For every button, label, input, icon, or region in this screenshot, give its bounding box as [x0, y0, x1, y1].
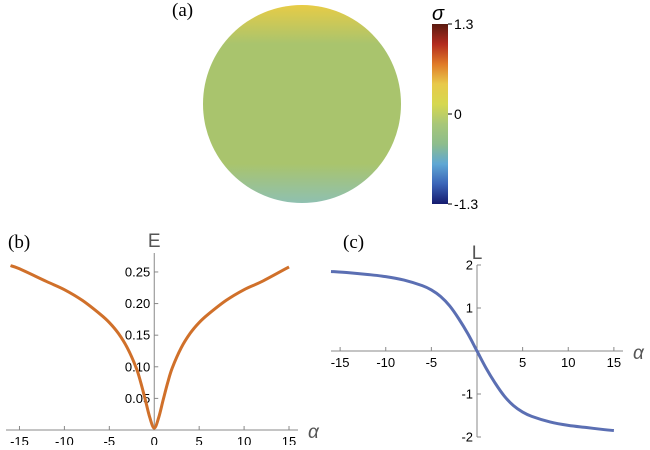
x-tick-label: -15: [331, 355, 350, 370]
x-tick-label: -5: [104, 434, 116, 445]
x-tick-label: 0: [151, 434, 158, 445]
x-tick-label: -10: [55, 434, 74, 445]
y-tick-label: -2: [461, 430, 473, 445]
x-axis-label: α: [633, 343, 645, 364]
colorbar-tick-label: 1.3: [454, 16, 474, 32]
panel-label-c: (c): [343, 232, 365, 253]
colorbar-title: σ: [432, 3, 445, 25]
y-tick-label: 0.25: [125, 264, 150, 279]
y-tick-label: 0.10: [125, 359, 150, 374]
y-axis-label: E: [148, 231, 161, 252]
y-tick-label: -1: [461, 387, 473, 402]
y-tick-label: 0.20: [125, 296, 150, 311]
series-line: [330, 269, 615, 433]
x-axis-label: α: [308, 422, 320, 443]
x-tick-label: 10: [237, 434, 251, 445]
x-tick-label: -10: [376, 355, 395, 370]
colorbar-gradient: [432, 24, 448, 204]
x-tick-label: 10: [561, 355, 575, 370]
x-tick-label: 5: [519, 355, 526, 370]
sphere-figure: [202, 4, 402, 204]
y-tick-label: 1: [466, 301, 473, 316]
colorbar-tick-label: -1.3: [454, 196, 478, 212]
panel-label-a: (a): [172, 0, 194, 21]
sphere-north-pole: [244, 5, 360, 52]
y-tick-label: 2: [466, 258, 473, 273]
x-tick-label: -15: [10, 434, 29, 445]
sphere-south-pole: [242, 178, 362, 203]
y-tick-label: 0.15: [125, 328, 150, 343]
panel-label-b: (b): [8, 232, 31, 253]
x-tick-label: -5: [426, 355, 438, 370]
x-tick-label: 5: [196, 434, 203, 445]
x-tick-label: 15: [282, 434, 296, 445]
colorbar: σ 1.3 0 -1.3: [400, 0, 520, 215]
series-line: [9, 264, 290, 430]
y-axis-label: L: [472, 243, 483, 264]
colorbar-tick-label: 0: [454, 106, 462, 122]
x-tick-label: 15: [607, 355, 621, 370]
